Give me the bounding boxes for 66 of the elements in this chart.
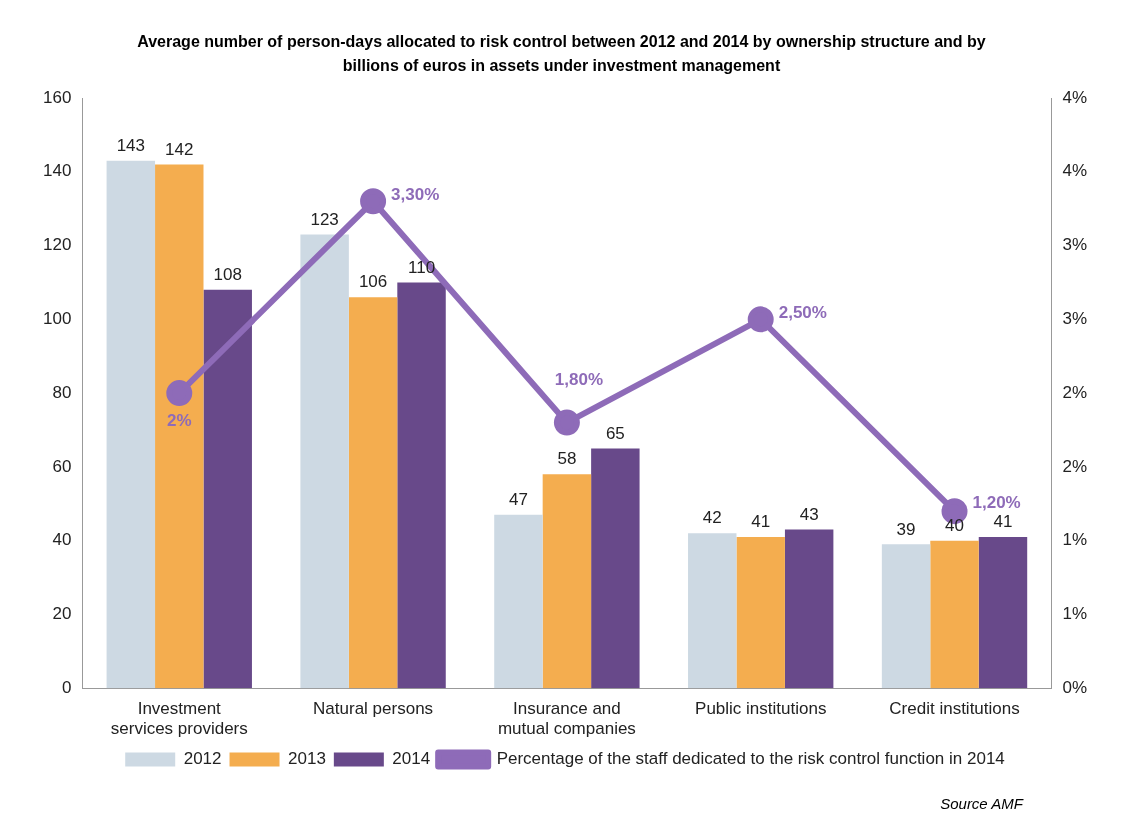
- bar: [106, 160, 156, 689]
- y-tick-label: 80: [52, 382, 72, 402]
- bar: [688, 533, 737, 689]
- data-label: 142: [165, 139, 194, 159]
- legend-label: 2012: [183, 749, 222, 769]
- y-tick-label: 0: [61, 677, 72, 697]
- data-label: 41: [993, 512, 1013, 532]
- bar: [784, 529, 834, 689]
- bar: [494, 514, 543, 689]
- x-tick-label: Credit institutions: [889, 699, 1020, 719]
- point: [166, 380, 193, 407]
- data-label: 42: [702, 508, 722, 528]
- bar: [881, 544, 931, 689]
- bar: [348, 297, 398, 689]
- x-tick-label: Natural persons: [313, 699, 434, 719]
- bar: [397, 282, 446, 689]
- y-tick-label: 40: [52, 530, 72, 550]
- data-label: 3,30%: [391, 184, 440, 204]
- point: [747, 306, 774, 333]
- y2-tick-label: 2%: [1062, 456, 1088, 476]
- y2-tick-label: 1%: [1062, 530, 1088, 550]
- y-tick-label: 20: [52, 604, 72, 624]
- data-label: 41: [751, 512, 771, 532]
- y-tick-label: 100: [42, 309, 72, 329]
- bar: [591, 448, 640, 689]
- y2-tick-label: 1%: [1062, 604, 1088, 624]
- chart-title: Average number of person-days allocated to risk control between 2012 and 2014 by ownership structure and by billions of euros in assets under investment management: [136, 32, 987, 76]
- bar: [203, 289, 252, 689]
- x-tick-label: Insurance and mutual companies: [497, 699, 636, 739]
- x-tick-label: Public institutions: [695, 699, 827, 719]
- y2-tick-label: 3%: [1062, 309, 1088, 329]
- legend-label: Percentage of the staff dedicated to the risk control function in 2014: [496, 749, 1005, 769]
- bar: [300, 234, 349, 689]
- data-label: 43: [799, 504, 819, 524]
- y-tick-label: 120: [42, 235, 72, 255]
- x-tick-label: Investment services providers: [110, 699, 248, 739]
- source-note: Source AMF: [940, 795, 1023, 812]
- data-label: 39: [896, 519, 916, 539]
- data-label: 1,80%: [554, 370, 603, 390]
- y2-tick-label: 0%: [1062, 677, 1088, 697]
- legend-label: 2013: [288, 749, 326, 769]
- bar: [978, 536, 1028, 689]
- data-label: 106: [358, 272, 388, 292]
- data-label: 2,50%: [778, 303, 827, 323]
- point: [553, 409, 580, 436]
- legend-label: 2014: [392, 749, 431, 769]
- data-label: 1,20%: [972, 492, 1021, 512]
- bar: [736, 536, 785, 689]
- data-label: 2%: [166, 410, 192, 430]
- y2-tick-label: 3%: [1062, 235, 1088, 255]
- data-label: 65: [605, 423, 625, 443]
- y2-tick-label: 2%: [1062, 382, 1088, 402]
- data-label: 108: [213, 265, 242, 284]
- bar: [155, 164, 204, 689]
- y-tick-label: 160: [42, 87, 72, 107]
- bar: [930, 540, 979, 689]
- y2-tick-label: 4%: [1062, 87, 1088, 107]
- point: [360, 188, 387, 215]
- data-label: 58: [557, 449, 577, 469]
- y2-tick-label: 4%: [1062, 161, 1088, 181]
- data-label: 123: [310, 209, 339, 229]
- y-tick-label: 60: [52, 456, 72, 476]
- y-tick-label: 140: [42, 161, 72, 181]
- bar: [542, 474, 592, 689]
- data-label: 47: [508, 490, 528, 510]
- data-label: 143: [116, 135, 145, 155]
